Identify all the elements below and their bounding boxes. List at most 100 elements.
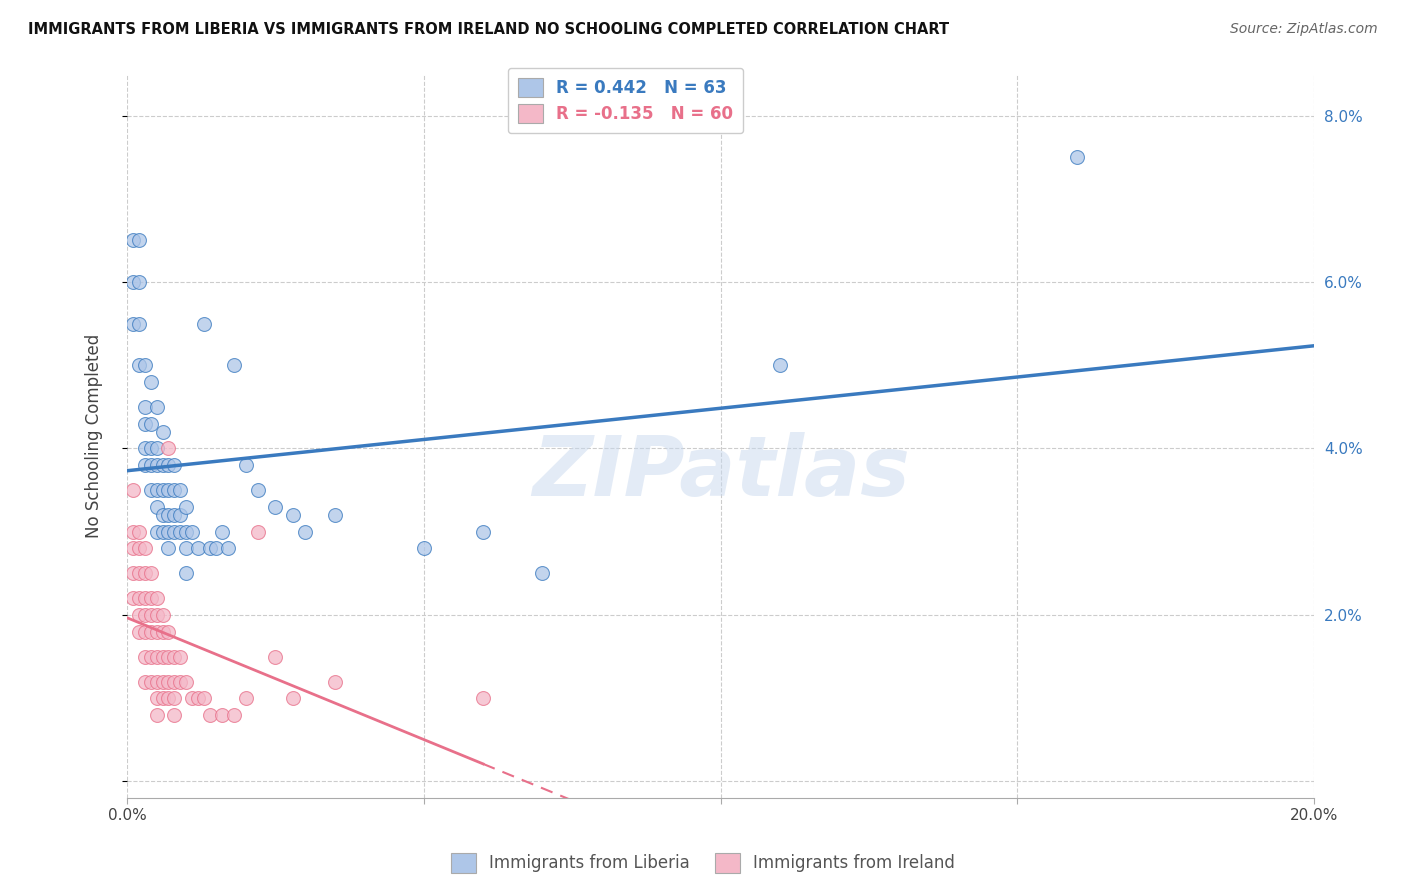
Point xyxy=(139,458,162,472)
Point xyxy=(163,674,186,689)
Point xyxy=(169,674,191,689)
Point xyxy=(157,524,180,539)
Point xyxy=(163,458,186,472)
Point xyxy=(235,458,257,472)
Point xyxy=(174,500,197,514)
Point xyxy=(264,649,287,664)
Point xyxy=(281,691,304,706)
Point xyxy=(157,624,180,639)
Point xyxy=(145,674,167,689)
Point xyxy=(157,458,180,472)
Point xyxy=(145,500,167,514)
Point xyxy=(139,566,162,581)
Point xyxy=(128,317,150,331)
Point xyxy=(152,649,174,664)
Point xyxy=(139,624,162,639)
Point xyxy=(128,607,150,622)
Point xyxy=(139,591,162,606)
Point xyxy=(246,483,269,497)
Point xyxy=(145,400,167,414)
Point xyxy=(139,442,162,456)
Point xyxy=(134,417,156,431)
Point xyxy=(174,541,197,556)
Point xyxy=(145,691,167,706)
Point xyxy=(294,524,316,539)
Y-axis label: No Schooling Completed: No Schooling Completed xyxy=(86,334,103,538)
Point xyxy=(472,524,495,539)
Point xyxy=(163,691,186,706)
Point xyxy=(163,649,186,664)
Point xyxy=(152,624,174,639)
Point xyxy=(152,691,174,706)
Point xyxy=(323,674,346,689)
Point xyxy=(134,674,156,689)
Point xyxy=(121,524,143,539)
Point xyxy=(121,317,143,331)
Point xyxy=(145,607,167,622)
Text: Source: ZipAtlas.com: Source: ZipAtlas.com xyxy=(1230,22,1378,37)
Point xyxy=(222,707,245,722)
Point xyxy=(139,649,162,664)
Point xyxy=(323,508,346,522)
Point xyxy=(211,524,233,539)
Point xyxy=(246,524,269,539)
Point xyxy=(145,591,167,606)
Point xyxy=(174,524,197,539)
Point xyxy=(187,691,209,706)
Point xyxy=(187,541,209,556)
Point xyxy=(139,375,162,389)
Point xyxy=(134,442,156,456)
Point xyxy=(181,691,204,706)
Point xyxy=(769,358,792,372)
Point xyxy=(472,691,495,706)
Point xyxy=(211,707,233,722)
Text: ZIPatlas: ZIPatlas xyxy=(531,432,910,513)
Point xyxy=(157,508,180,522)
Point xyxy=(169,508,191,522)
Point xyxy=(128,524,150,539)
Point xyxy=(145,524,167,539)
Point xyxy=(531,566,554,581)
Point xyxy=(139,483,162,497)
Point xyxy=(128,275,150,289)
Point xyxy=(281,508,304,522)
Point xyxy=(145,624,167,639)
Point xyxy=(145,649,167,664)
Point xyxy=(128,541,150,556)
Point xyxy=(235,691,257,706)
Point xyxy=(145,483,167,497)
Point xyxy=(152,607,174,622)
Point xyxy=(139,417,162,431)
Point xyxy=(163,524,186,539)
Point xyxy=(139,674,162,689)
Point xyxy=(174,674,197,689)
Point xyxy=(152,524,174,539)
Point xyxy=(198,707,221,722)
Point xyxy=(145,458,167,472)
Point xyxy=(169,524,191,539)
Point xyxy=(134,458,156,472)
Point xyxy=(145,442,167,456)
Point xyxy=(121,541,143,556)
Point xyxy=(134,541,156,556)
Point xyxy=(121,483,143,497)
Point xyxy=(163,707,186,722)
Point xyxy=(128,624,150,639)
Point xyxy=(152,483,174,497)
Point xyxy=(134,400,156,414)
Point xyxy=(169,649,191,664)
Text: IMMIGRANTS FROM LIBERIA VS IMMIGRANTS FROM IRELAND NO SCHOOLING COMPLETED CORREL: IMMIGRANTS FROM LIBERIA VS IMMIGRANTS FR… xyxy=(28,22,949,37)
Point xyxy=(157,691,180,706)
Point xyxy=(174,566,197,581)
Point xyxy=(1066,150,1088,164)
Point xyxy=(121,591,143,606)
Point xyxy=(157,541,180,556)
Point xyxy=(205,541,228,556)
Point xyxy=(134,649,156,664)
Point xyxy=(152,674,174,689)
Point xyxy=(134,607,156,622)
Point xyxy=(181,524,204,539)
Point xyxy=(121,233,143,247)
Point xyxy=(139,607,162,622)
Point xyxy=(128,358,150,372)
